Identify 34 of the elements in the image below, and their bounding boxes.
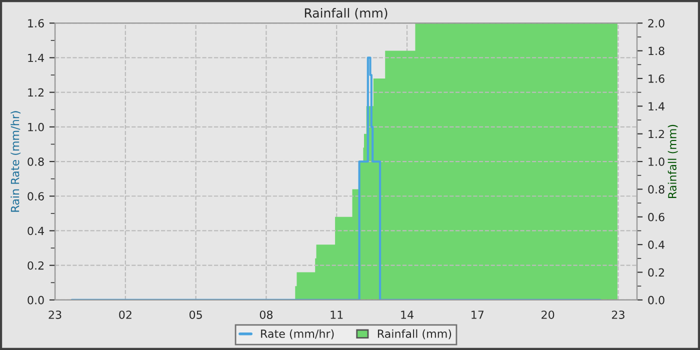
y-tick-label: 1.2 xyxy=(28,88,44,97)
x-tick-label: 14 xyxy=(401,310,414,319)
x-tick-label: 23 xyxy=(48,310,62,319)
y-tick-label: 1.4 xyxy=(28,54,44,62)
y2-tick-label: 1.2 xyxy=(648,130,664,138)
y2-tick-label: 0.2 xyxy=(648,268,664,277)
y2-axis-title: Rainfall (mm) xyxy=(668,124,678,198)
chart-title: Rainfall (mm) xyxy=(304,8,388,20)
y-tick-label: 0.8 xyxy=(28,158,44,166)
y2-tick-label: 0.0 xyxy=(648,296,664,304)
y2-tick-label: 1.6 xyxy=(648,74,664,83)
y-tick-label: 1.0 xyxy=(28,122,44,132)
x-tick-label: 05 xyxy=(189,310,202,319)
legend-label: Rate (mm/hr) xyxy=(261,329,334,340)
y2-tick-label: 0.4 xyxy=(648,240,664,249)
x-tick-label: 02 xyxy=(119,310,132,319)
y2-tick-label: 0.6 xyxy=(648,212,664,222)
x-tick-label: 20 xyxy=(542,310,554,319)
y-tick-label: 0.0 xyxy=(28,296,44,304)
x-tick-label: 08 xyxy=(260,310,273,319)
y2-tick-label: 0.8 xyxy=(648,185,664,194)
y2-tick-label: 1.0 xyxy=(648,158,664,166)
x-tick-label: 17 xyxy=(472,310,484,319)
y2-tick-label: 1.8 xyxy=(648,46,664,56)
y-tick-label: 1.6 xyxy=(28,19,44,28)
y2-tick-label: 2.0 xyxy=(648,19,664,28)
y-axis-title: Rain Rate (mm/hr) xyxy=(10,111,21,212)
legend-label: Rainfall (mm) xyxy=(378,329,452,340)
y2-tick-label: 1.4 xyxy=(648,102,664,110)
x-tick-label: 11 xyxy=(330,310,343,319)
y-tick-label: 0.2 xyxy=(28,261,44,270)
x-tick-label: 23 xyxy=(612,310,624,319)
y-tick-label: 0.6 xyxy=(28,192,44,201)
y-tick-label: 0.4 xyxy=(28,226,44,236)
